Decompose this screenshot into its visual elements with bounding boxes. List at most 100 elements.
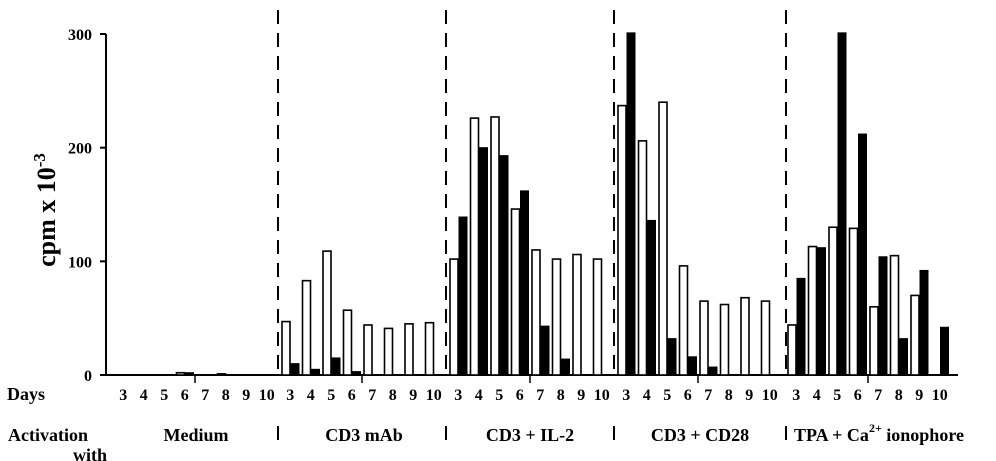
bar-open — [592, 258, 603, 376]
day-tick-label: 3 — [119, 387, 127, 404]
bar-open — [787, 324, 797, 376]
bar-open — [551, 258, 562, 376]
day-tick-label: 10 — [932, 387, 948, 404]
day-tick-label: 4 — [813, 387, 821, 404]
y-tick-group: 0 100 200 300 — [68, 27, 106, 385]
activation-label: Activation — [8, 425, 88, 445]
bar-open — [383, 327, 394, 376]
day-tick-label: 3 — [792, 387, 800, 404]
day-tick-label: 9 — [745, 387, 753, 404]
bar-filled — [899, 338, 908, 376]
bar-open — [301, 279, 312, 376]
bar-open — [449, 258, 459, 376]
bar-open — [322, 250, 332, 376]
day-tick-label: 6 — [516, 387, 524, 404]
day-tick-label: 9 — [242, 387, 250, 404]
day-tick-label: 7 — [368, 387, 376, 404]
day-tick-label: 7 — [536, 387, 544, 404]
bar-filled — [185, 372, 194, 376]
bar-filled — [499, 155, 509, 376]
y-axis-title: cpm x 10-3 — [30, 153, 61, 267]
group-label: CD3 + CD28 — [651, 425, 749, 445]
day-tick-label: 6 — [684, 387, 692, 404]
bar-filled — [290, 363, 300, 376]
bar-filled — [540, 325, 550, 376]
group-label: CD3 mAb — [325, 425, 403, 445]
bar-open — [490, 116, 500, 376]
day-tick-label: 3 — [454, 387, 462, 404]
bar-open — [469, 117, 480, 376]
day-tick-label: 8 — [389, 387, 397, 404]
bar-filled — [479, 147, 488, 376]
bar-filled — [688, 356, 697, 376]
bar-open — [828, 226, 838, 376]
bar-open — [719, 303, 730, 376]
day-tick-label: 7 — [874, 387, 882, 404]
bar-open — [617, 104, 627, 376]
bar-filled — [878, 256, 888, 376]
bar-open — [699, 300, 709, 376]
group-label-main: TPA + Ca — [794, 425, 869, 445]
bar-open — [807, 245, 818, 376]
days-row-label: Days — [7, 384, 45, 404]
day-tick-label: 10 — [426, 387, 442, 404]
bar-open — [889, 254, 900, 376]
day-tick-label: 6 — [854, 387, 862, 404]
day-tick-label: 6 — [181, 387, 189, 404]
day-tick-label: 9 — [577, 387, 585, 404]
bar-filled — [331, 357, 341, 376]
group-label: CD3 + IL-2 — [486, 425, 574, 445]
day-tick-label: 4 — [140, 387, 148, 404]
bar-open — [740, 296, 750, 376]
bar-open — [216, 373, 227, 376]
day-tick-label: 5 — [833, 387, 841, 404]
bar-filled — [520, 190, 529, 376]
bar-open — [281, 320, 291, 376]
day-tick-label: 5 — [663, 387, 671, 404]
bar-filled — [561, 358, 570, 376]
y-tick-label: 300 — [68, 27, 92, 44]
day-tick-label: 3 — [622, 387, 630, 404]
bar-open — [848, 227, 859, 376]
bar-filled — [626, 32, 636, 376]
group-labels: Medium CD3 mAb CD3 + IL-2 CD3 + CD28 TPA + C… — [164, 421, 964, 445]
day-tick-label: 3 — [286, 387, 294, 404]
bar-open — [175, 371, 186, 376]
bar-filled — [940, 326, 949, 376]
day-tick-label: 4 — [307, 387, 315, 404]
group-label-tail: ionophore — [882, 425, 964, 445]
bar-open — [531, 249, 541, 376]
bar-filled — [647, 219, 656, 376]
day-tick-label: 7 — [704, 387, 712, 404]
bar-filled — [858, 133, 867, 376]
bar-filled — [796, 277, 806, 376]
bar-open — [869, 305, 879, 376]
day-tick-label: 4 — [475, 387, 483, 404]
y-axis-title-exponent: -3 — [30, 153, 49, 167]
day-tick-label: 9 — [409, 387, 417, 404]
bar-filled — [817, 247, 826, 376]
day-tick-label: 5 — [160, 387, 168, 404]
day-tick-label: 7 — [201, 387, 209, 404]
bar-open — [404, 323, 414, 376]
day-tick-label: 4 — [643, 387, 651, 404]
y-tick-label: 100 — [68, 254, 92, 271]
day-tick-label: 8 — [895, 387, 903, 404]
bar-open — [363, 324, 373, 376]
bar-open — [910, 294, 920, 376]
day-tick-label: 9 — [915, 387, 923, 404]
day-tick-label: 8 — [725, 387, 733, 404]
bar-filled — [919, 269, 929, 376]
bar-filled — [352, 371, 361, 376]
bar-filled — [311, 368, 320, 376]
day-tick-label: 8 — [222, 387, 230, 404]
day-tick-label: 10 — [259, 387, 275, 404]
dividers — [277, 10, 787, 440]
activation-label-line2: with — [73, 445, 107, 461]
bar-open — [510, 208, 521, 376]
bar-filled — [837, 32, 847, 376]
y-axis-title-main: cpm x 10 — [32, 167, 61, 267]
group-label-superscript: 2+ — [869, 421, 882, 435]
bar-open — [658, 101, 668, 376]
